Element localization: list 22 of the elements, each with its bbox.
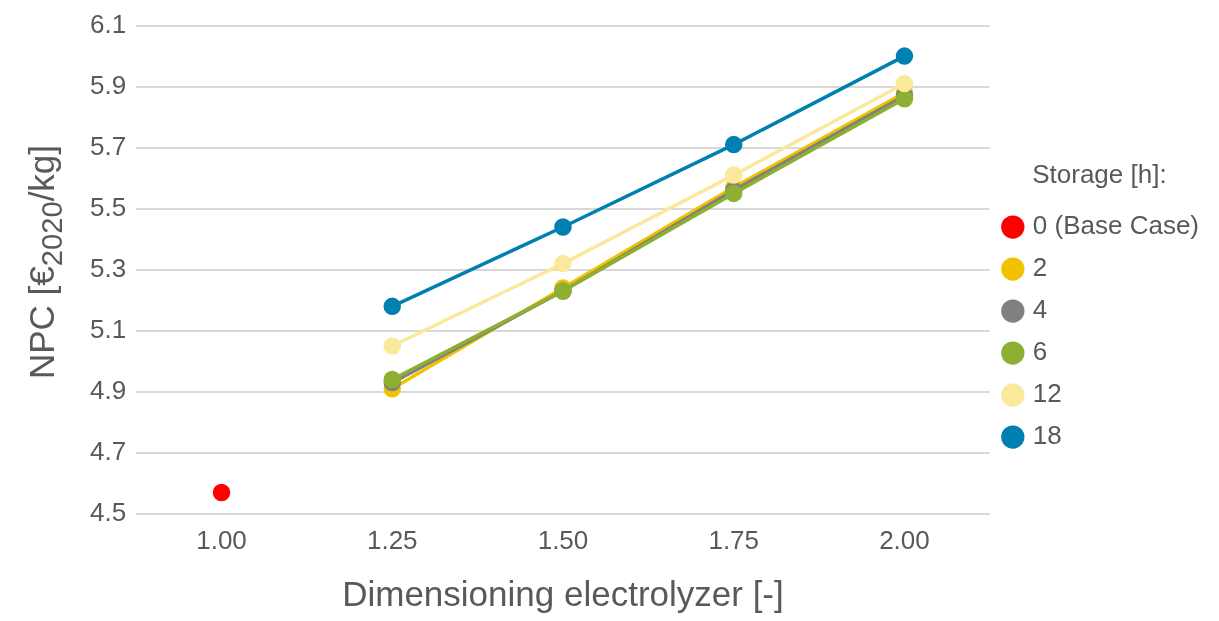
x-tick-label: 1.75: [708, 524, 760, 555]
y-tick-label: 5.5: [89, 191, 127, 222]
x-axis-title: Dimensioning electrolyzer [-]: [342, 573, 784, 613]
x-tick-label: 2.00: [879, 524, 930, 555]
legend-label: 2: [1032, 252, 1048, 283]
legend-label: 4: [1032, 294, 1048, 325]
legend-label: 0 (Base Case): [1032, 210, 1200, 241]
y-tick-label: 5.9: [89, 69, 127, 100]
y-tick-label: 4.5: [89, 496, 127, 527]
y-tick-label: 5.7: [89, 130, 127, 161]
legend-title: Storage [h]:: [1032, 159, 1167, 190]
y-tick-label: 5.3: [89, 252, 127, 283]
x-tick-label: 1.25: [366, 524, 418, 555]
y-tick-label: 4.9: [89, 374, 127, 405]
y-tick-label: 5.1: [89, 313, 127, 344]
legend-label: 6: [1032, 336, 1048, 367]
y-tick-label: 6.1: [89, 8, 127, 39]
x-tick-label: 1.00: [196, 524, 247, 555]
x-tick-label: 1.50: [537, 524, 589, 555]
y-tick-label: 4.7: [89, 435, 127, 466]
legend-label: 12: [1032, 378, 1062, 409]
legend-label: 18: [1032, 420, 1062, 451]
